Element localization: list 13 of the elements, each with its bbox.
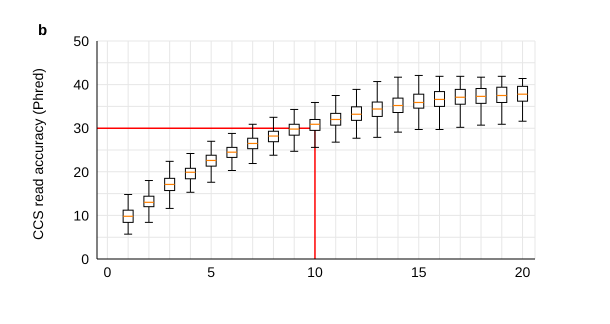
text: b <box>38 22 48 39</box>
x-tick-label: 0 <box>103 264 112 280</box>
y-tick-label: 0 <box>81 250 90 267</box>
y-tick-label: 40 <box>73 76 90 93</box>
y-tick-label: 10 <box>73 207 90 224</box>
x-tick-label: 20 <box>514 264 531 280</box>
y-tick-label: 30 <box>73 120 90 136</box>
y-tick-label: 20 <box>73 164 90 180</box>
x-tick-label: 10 <box>307 264 323 280</box>
x-tick-label: 15 <box>410 264 427 280</box>
x-tick-label: 5 <box>207 264 216 280</box>
y-axis-title: CCS read accuracy (Phred) <box>30 68 46 240</box>
y-tick-label: 50 <box>73 32 90 49</box>
